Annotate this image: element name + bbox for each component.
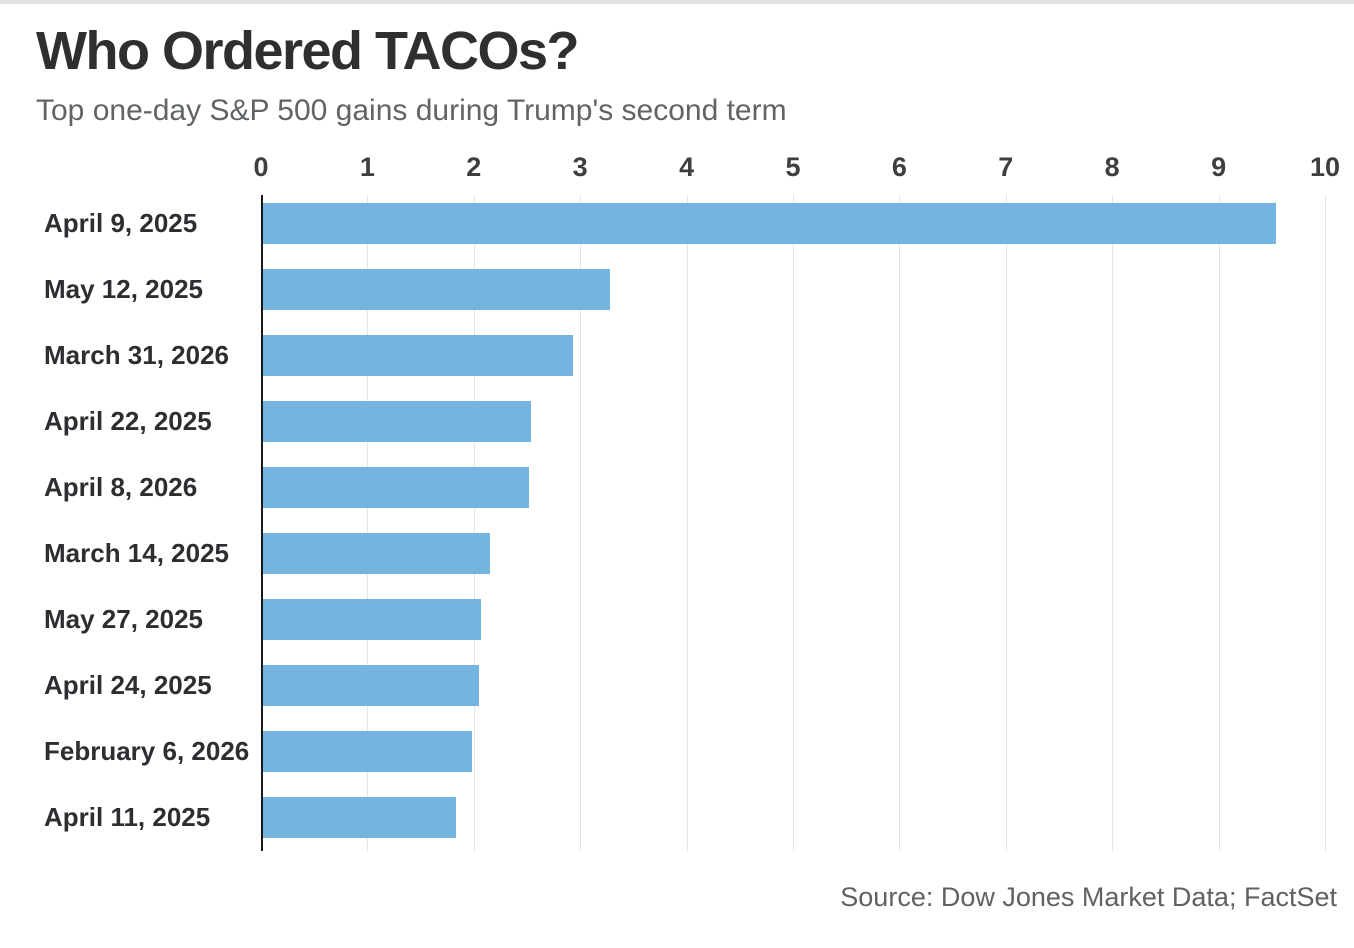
x-axis-tick-label-10: 10 [1309, 152, 1341, 182]
x-axis-tick-label-6: 6 [891, 152, 907, 182]
gridline-9 [1218, 195, 1220, 851]
category-label-may-12-2025: May 12, 2025 [44, 274, 204, 304]
gridline-8 [1112, 195, 1114, 851]
gridline-5 [793, 195, 794, 851]
category-label-april-9-2025: April 9, 2025 [44, 208, 198, 238]
bar-april-24-2025 [263, 665, 479, 706]
bar-may-12-2025 [263, 269, 610, 310]
category-labels: April 9, 2025 May 12, 2025 March 31, 2026 A… [36, 195, 256, 851]
x-axis-tick-label-4: 4 [679, 152, 695, 182]
gridline-7 [1005, 195, 1007, 851]
x-axis-tick-labels: 0 1 2 3 4 5 6 7 8 9 10 [0, 152, 1354, 188]
x-axis-tick-label-3: 3 [572, 152, 588, 182]
category-label-april-8-2026: April 8, 2026 [44, 472, 198, 502]
y-axis-line [261, 195, 263, 851]
category-label-april-24-2025: April 24, 2025 [44, 670, 212, 700]
bar-march-31-2026 [263, 335, 573, 376]
top-border-line [0, 0, 1354, 4]
plot-area [261, 195, 1326, 851]
x-axis-tick-label-8: 8 [1104, 152, 1120, 182]
gridline-1 [367, 195, 369, 851]
source-attribution: Source: Dow Jones Market Data; FactSet [840, 882, 1337, 912]
bar-april-11-2025 [263, 797, 456, 838]
category-label-march-31-2026: March 31, 2026 [44, 340, 230, 370]
gridline-3 [580, 195, 582, 851]
chart-subtitle: Top one-day S&P 500 gains during Trump's… [36, 94, 787, 127]
bar-february-6-2026 [263, 731, 472, 772]
category-label-april-22-2025: April 22, 2025 [44, 406, 212, 436]
bar-may-27-2025 [263, 599, 482, 640]
category-label-march-14-2025: March 14, 2025 [44, 538, 230, 568]
gridline-2 [473, 195, 475, 851]
bar-april-8-2026 [263, 467, 529, 508]
gridline-10 [1325, 195, 1326, 851]
x-axis-tick-label-9: 9 [1211, 152, 1227, 182]
x-axis-tick-label-0: 0 [253, 152, 269, 182]
category-label-april-11-2025: April 11, 2025 [44, 802, 211, 832]
bar-april-22-2025 [263, 401, 532, 442]
x-axis-tick-label-7: 7 [998, 152, 1014, 182]
gridline-4 [686, 195, 688, 851]
bar-april-9-2025 [263, 203, 1276, 244]
x-axis-tick-label-5: 5 [785, 152, 801, 182]
gridline-6 [899, 195, 901, 851]
category-label-february-6-2026: February 6, 2026 [44, 736, 250, 766]
category-label-may-27-2025: May 27, 2025 [44, 604, 204, 634]
chart-title: Who Ordered TACOs? [36, 21, 580, 81]
x-axis-tick-label-2: 2 [466, 152, 482, 182]
bar-march-14-2025 [263, 533, 490, 574]
x-axis-tick-label-1: 1 [359, 152, 375, 182]
